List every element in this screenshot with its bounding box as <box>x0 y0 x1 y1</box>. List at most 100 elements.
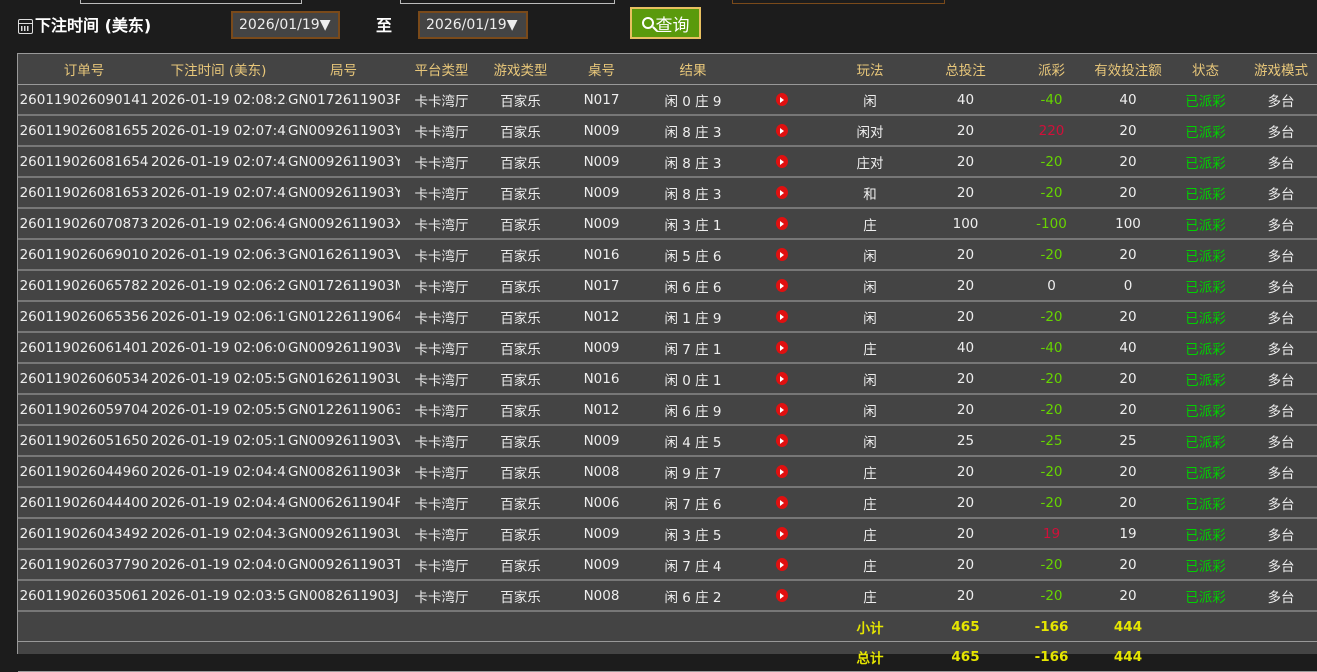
top-input-2[interactable] <box>400 0 615 4</box>
cell-round-no: GN0092611903V <box>287 425 400 457</box>
summary-cell <box>483 641 558 672</box>
table-row: 260119026037790 2026-01-19 02:04:03 GN0092… <box>18 549 1317 581</box>
play-video-icon[interactable] <box>775 496 788 509</box>
play-video-icon[interactable] <box>775 248 788 261</box>
cell-table-no: N008 <box>558 580 645 612</box>
play-video-icon[interactable] <box>775 341 788 354</box>
start-date-select[interactable]: 2026/01/19▼ <box>231 11 340 39</box>
cell-platform-type: 卡卡湾厅 <box>400 208 483 240</box>
cell-platform-type: 卡卡湾厅 <box>400 425 483 457</box>
cell-round-no: GN0092611903Y <box>287 146 400 178</box>
replay-cell <box>741 301 822 333</box>
cell-bet-time: 2026-01-19 02:05:15 <box>150 425 287 457</box>
play-video-icon[interactable] <box>775 527 788 540</box>
summary-valid_bet: 444 <box>1090 611 1166 642</box>
cell-order-no: 260119026037790 <box>18 549 150 581</box>
cell-round-no: GN0082611903K <box>287 456 400 488</box>
table-row: 260119026061401 2026-01-19 02:06:00 GN0092… <box>18 332 1317 364</box>
table-row: 260119026081655 2026-01-19 02:07:42 GN0092… <box>18 115 1317 147</box>
cell-order-no: 260119026051650 <box>18 425 150 457</box>
cell-round-no: GN0092611903Y <box>287 177 400 209</box>
cell-order-no: 260119026090141 <box>18 84 150 116</box>
cell-status: 已派彩 <box>1166 239 1245 271</box>
cell-bet-type: 庄 <box>822 518 918 550</box>
cell-round-no: GN0092611903W <box>287 332 400 364</box>
cell-total-bet: 20 <box>918 115 1013 147</box>
cell-total-bet: 20 <box>918 146 1013 178</box>
cell-total-bet: 20 <box>918 518 1013 550</box>
cell-payout: -20 <box>1013 580 1090 612</box>
cell-payout: -20 <box>1013 239 1090 271</box>
play-video-icon[interactable] <box>775 279 788 292</box>
play-video-icon[interactable] <box>775 403 788 416</box>
cell-bet-time: 2026-01-19 02:07:42 <box>150 115 287 147</box>
cell-result: 闲 8 庄 3 <box>645 146 741 178</box>
cell-bet-type: 闲对 <box>822 115 918 147</box>
cell-result: 闲 8 庄 3 <box>645 177 741 209</box>
cell-valid-bet: 19 <box>1090 518 1166 550</box>
cell-game-type: 百家乐 <box>483 332 558 364</box>
cell-result: 闲 5 庄 6 <box>645 239 741 271</box>
cell-order-no: 260119026043492 <box>18 518 150 550</box>
table-header: 订单号 下注时间 (美东) 局号 平台类型 游戏类型 桌号 结果 玩法 总投注 派彩 有效投注额 状态… <box>18 53 1317 85</box>
cell-platform-type: 卡卡湾厅 <box>400 177 483 209</box>
play-video-icon[interactable] <box>775 217 788 230</box>
play-video-icon[interactable] <box>775 155 788 168</box>
cell-payout: -40 <box>1013 332 1090 364</box>
play-video-icon[interactable] <box>775 186 788 199</box>
bet-records-table: 订单号 下注时间 (美东) 局号 平台类型 游戏类型 桌号 结果 玩法 总投注 派彩 有效投注额 状态… <box>17 53 1317 672</box>
summary-total_bet: 465 <box>918 641 1013 672</box>
table-row: 260119026069010 2026-01-19 02:06:39 GN0162… <box>18 239 1317 271</box>
play-video-icon[interactable] <box>775 465 788 478</box>
column-header-total-bet: 总投注 <box>918 53 1013 85</box>
end-date-select[interactable]: 2026/01/19▼ <box>418 11 528 39</box>
summary-cell <box>150 611 287 642</box>
cell-order-no: 260119026081653 <box>18 177 150 209</box>
column-header-platform-type: 平台类型 <box>400 53 483 85</box>
cell-game-mode: 多台 <box>1245 146 1317 178</box>
summary-cell <box>645 611 741 642</box>
play-video-icon[interactable] <box>775 434 788 447</box>
play-video-icon[interactable] <box>775 310 788 323</box>
summary-cell <box>645 641 741 672</box>
cell-total-bet: 20 <box>918 177 1013 209</box>
query-button[interactable]: 查询 <box>630 7 701 39</box>
column-header-payout: 派彩 <box>1013 53 1090 85</box>
cell-table-no: N012 <box>558 394 645 426</box>
cell-result: 闲 6 庄 6 <box>645 270 741 302</box>
play-video-icon[interactable] <box>775 124 788 137</box>
cell-valid-bet: 25 <box>1090 425 1166 457</box>
subtotal-row: 小计 465 -166 444 <box>18 611 1317 642</box>
cell-bet-time: 2026-01-19 02:06:00 <box>150 332 287 364</box>
table-row: 260119026081653 2026-01-19 02:07:42 GN0092… <box>18 177 1317 209</box>
cell-result: 闲 0 庄 1 <box>645 363 741 395</box>
cell-valid-bet: 20 <box>1090 549 1166 581</box>
cell-order-no: 260119026070873 <box>18 208 150 240</box>
cell-bet-time: 2026-01-19 02:06:19 <box>150 301 287 333</box>
play-video-icon[interactable] <box>775 558 788 571</box>
column-header-status: 状态 <box>1166 53 1245 85</box>
cell-payout: -100 <box>1013 208 1090 240</box>
cell-bet-type: 闲 <box>822 84 918 116</box>
top-input-3[interactable] <box>732 0 945 4</box>
cell-valid-bet: 20 <box>1090 115 1166 147</box>
play-video-icon[interactable] <box>775 93 788 106</box>
top-input-1[interactable] <box>80 0 302 4</box>
cell-valid-bet: 100 <box>1090 208 1166 240</box>
query-label: 查询 <box>655 15 690 36</box>
cell-valid-bet: 20 <box>1090 394 1166 426</box>
cell-game-type: 百家乐 <box>483 363 558 395</box>
cell-status: 已派彩 <box>1166 208 1245 240</box>
play-video-icon[interactable] <box>775 372 788 385</box>
cell-game-mode: 多台 <box>1245 177 1317 209</box>
cell-game-mode: 多台 <box>1245 487 1317 519</box>
replay-cell <box>741 456 822 488</box>
cell-payout: -20 <box>1013 394 1090 426</box>
play-video-icon[interactable] <box>775 589 788 602</box>
table-row: 260119026090141 2026-01-19 02:08:25 GN0172… <box>18 84 1317 116</box>
cell-game-mode: 多台 <box>1245 425 1317 457</box>
cell-status: 已派彩 <box>1166 301 1245 333</box>
cell-table-no: N009 <box>558 518 645 550</box>
cell-total-bet: 20 <box>918 270 1013 302</box>
cell-total-bet: 20 <box>918 549 1013 581</box>
